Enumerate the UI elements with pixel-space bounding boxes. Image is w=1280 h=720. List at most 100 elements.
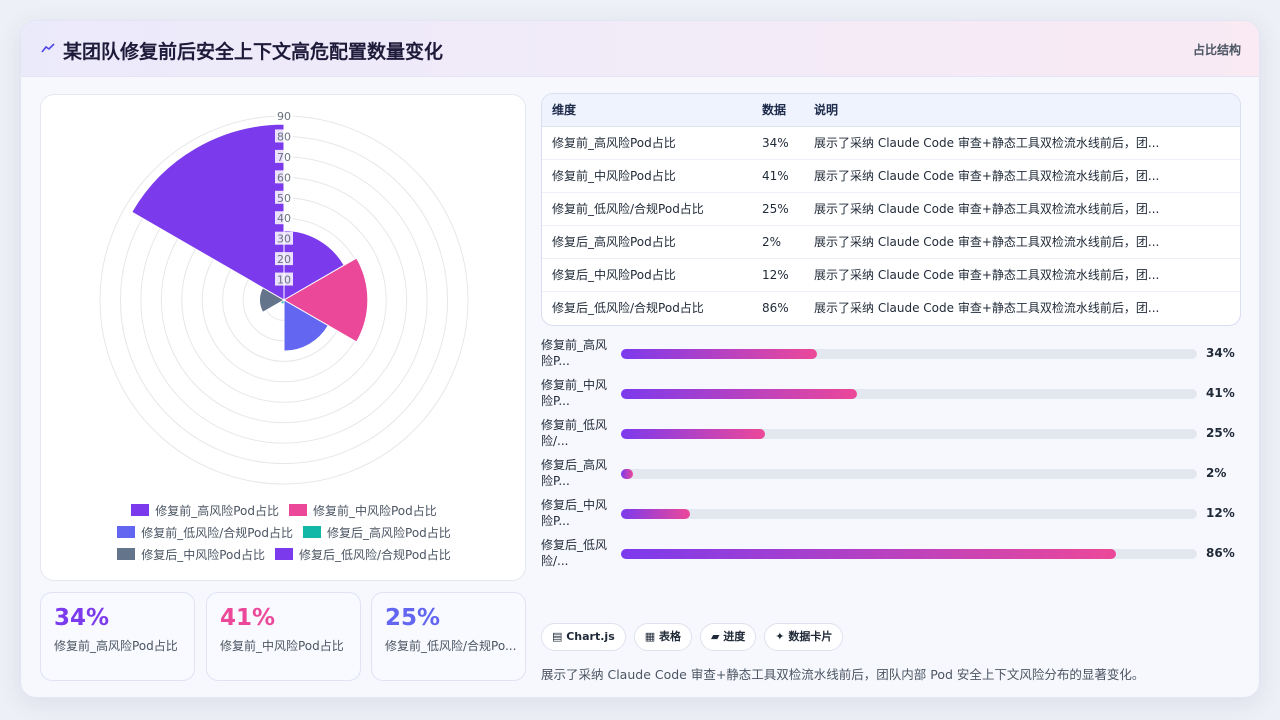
progress-fill [621,469,633,479]
progress-fill [621,349,817,359]
chip-chartjs[interactable]: ▤ Chart.js [541,623,626,651]
kpi-card-2: 25% 修复前_低风险/合规Po... [371,592,526,681]
table-row: 修复前_高风险Pod占比 34% 展示了采纳 Claude Code 审查+静态… [542,127,1240,160]
polar-wedge-1[interactable] [282,257,369,343]
tick-backdrop [275,252,293,266]
header-tag: 占比结构 [1192,43,1241,57]
legend-swatch [131,504,150,516]
legend-swatch [117,526,136,538]
table-row: 修复前_中风险Pod占比 41% 展示了采纳 Claude Code 审查+静态… [542,160,1240,193]
table-row: 修复后_中风险Pod占比 12% 展示了采纳 Claude Code 审查+静态… [542,259,1240,292]
dashboard-card: 某团队修复前后安全上下文高危配置数量变化 占比结构 10 20 30 40 50 60 70… [20,20,1260,698]
kpi-value: 25% [385,605,441,631]
table-row: 修复后_高风险Pod占比 2% 展示了采纳 Claude Code 审查+静态工… [542,226,1240,259]
kpi-label: 修复前_高风险Pod占比 [54,639,178,653]
page-title: 某团队修复前后安全上下文高危配置数量变化 [63,41,444,63]
legend-label: 修复后_中风险Pod占比 [141,547,265,562]
legend-swatch [117,548,136,560]
tick-backdrop [275,129,293,143]
progress-value: 34% [1206,346,1235,360]
progress-label: 修复后_低风险/... [541,538,608,568]
tick-label-10: 10 [277,274,291,287]
table-cell-note: 展示了采纳 Claude Code 审查+静态工具双检流水线前后，团... [814,136,1160,150]
header-bar: 某团队修复前后安全上下文高危配置数量变化 占比结构 [21,21,1259,77]
legend-label: 修复后_高风险Pod占比 [327,525,451,540]
kpi-value: 34% [54,605,110,631]
table-icon: ▦ [644,630,659,643]
tick-backdrop [275,231,293,245]
chip-table[interactable]: ▦ 表格 [633,623,692,651]
chart-icon: ▤ [552,630,567,643]
tick-backdrop [275,149,293,163]
progress-track [621,509,1197,519]
kpi-value: 41% [220,605,276,631]
legend-item-1[interactable]: 修复前_中风险Pod占比 [289,502,437,519]
polar-wedge-5[interactable] [131,123,285,301]
table-cell-dimension: 修复前_低风险/合规Pod占比 [552,202,704,216]
progress-row: 修复后_高风险P... 2% [541,457,1241,493]
table-cell-dimension: 修复后_低风险/合规Pod占比 [552,301,704,315]
table-cell-dimension: 修复前_中风险Pod占比 [552,169,676,183]
legend-item-0[interactable]: 修复前_高风险Pod占比 [131,502,279,519]
tick-label-60: 60 [277,171,291,184]
polar-area-chart: 10 20 30 40 50 60 70 80 90 [99,109,469,485]
chip-label: 表格 [658,630,681,643]
legend-swatch [289,504,307,516]
progress-track [621,389,1197,399]
footer-note: 展示了采纳 Claude Code 审查+静态工具双检流水线前后，团队内部 Po… [541,667,1145,682]
polar-wedge-0[interactable] [283,229,345,301]
tick-label-90: 90 [277,110,291,123]
progress-label: 修复后_高风险P... [541,458,608,488]
progress-fill [621,389,858,399]
progress-value: 41% [1206,386,1235,400]
progress-fill [621,429,765,439]
kpi-card-1: 41% 修复前_中风险Pod占比 [206,592,361,681]
table-cell-dimension: 修复后_高风险Pod占比 [552,235,676,249]
legend-item-2[interactable]: 修复前_低风险/合规Pod占比 [117,524,293,541]
table-cell-data: 41% [762,169,789,183]
table-cell-note: 展示了采纳 Claude Code 审查+静态工具双检流水线前后，团... [814,169,1160,183]
progress-label: 修复前_高风险P... [541,338,608,368]
progress-track [621,349,1197,359]
tick-backdrop [275,109,293,122]
tick-label-80: 80 [277,130,291,143]
tick-label-30: 30 [277,233,291,246]
kpi-label: 修复前_中风险Pod占比 [220,639,344,653]
sparkle-icon: ✦ [775,630,789,643]
legend-item-4[interactable]: 修复后_中风险Pod占比 [117,546,265,563]
table-cell-note: 展示了采纳 Claude Code 审查+静态工具双检流水线前后，团... [814,301,1160,315]
table-cell-note: 展示了采纳 Claude Code 审查+静态工具双检流水线前后，团... [814,235,1160,249]
table-cell-dimension: 修复后_中风险Pod占比 [552,268,676,282]
chart-legend: 修复前_高风险Pod占比 修复前_中风险Pod占比 修复前_低风险/合规Pod占比… [41,499,527,565]
tick-label-70: 70 [277,151,291,164]
progress-row: 修复前_低风险/... 25% [541,417,1241,453]
table-cell-data: 34% [762,136,789,150]
chip-data-card[interactable]: ✦ 数据卡片 [764,623,844,651]
tick-backdrop [275,211,293,225]
progress-fill [621,549,1117,559]
progress-row: 修复后_低风险/... 86% [541,537,1241,573]
folder-icon: ▰ [710,630,724,643]
kpi-card-0: 34% 修复前_高风险Pod占比 [40,592,195,681]
progress-label: 修复后_中风险P... [541,498,608,528]
legend-label: 修复前_低风险/合规Pod占比 [141,525,294,540]
tick-backdrop [275,190,293,204]
progress-row: 修复前_高风险P... 34% [541,337,1241,373]
chip-progress[interactable]: ▰ 进度 [699,623,757,651]
progress-track [621,429,1197,439]
legend-item-3[interactable]: 修复后_高风险Pod占比 [303,524,451,541]
data-table: 维度 数据 说明 修复前_高风险Pod占比 34% 展示了采纳 Claude C… [541,93,1241,326]
legend-swatch [303,526,322,538]
progress-fill [621,509,691,519]
progress-value: 86% [1206,546,1235,560]
progress-label: 修复前_中风险P... [541,378,608,408]
progress-value: 25% [1206,426,1235,440]
progress-track [621,549,1197,559]
tick-label-40: 40 [277,212,291,225]
trend-line-icon [41,43,55,53]
table-header-dimension: 维度 [552,103,577,117]
chip-label: 进度 [723,630,746,643]
legend-item-5[interactable]: 修复后_低风险/合规Pod占比 [274,546,451,563]
polar-wedge-2[interactable] [283,299,329,352]
progress-row: 修复前_中风险P... 41% [541,377,1241,413]
